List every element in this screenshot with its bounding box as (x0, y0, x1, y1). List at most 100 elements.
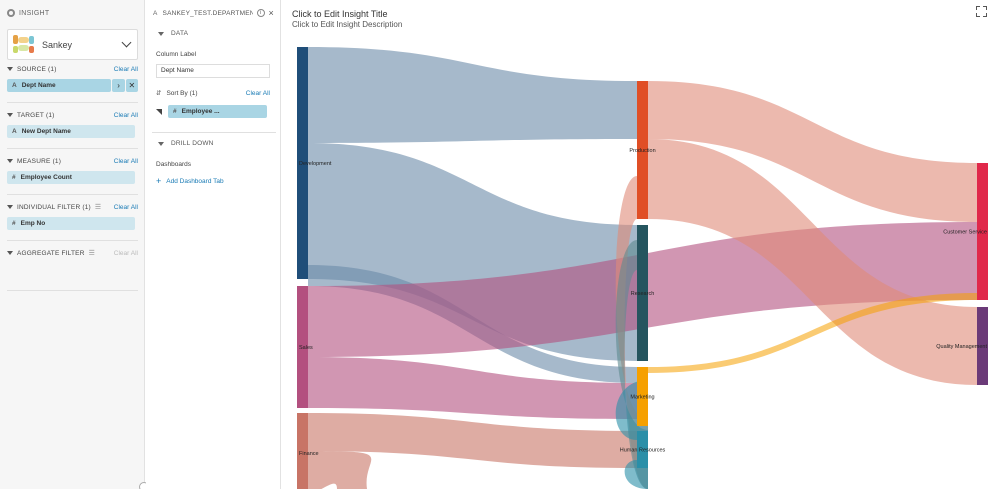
dashboards-caption: Dashboards (156, 161, 192, 168)
individual-filter-clear-all-link[interactable]: Clear All (113, 203, 138, 211)
sankey-link-sales-to-marketing[interactable] (308, 357, 637, 419)
drill-down-label: DRILL DOWN (171, 140, 214, 147)
measure-clear-all-link[interactable]: Clear All (113, 157, 138, 165)
divider (7, 148, 138, 149)
data-section-label: DATA (171, 30, 189, 37)
aggregate-filter-title: AGGREGATE FILTER ☰ (17, 250, 96, 257)
measure-title: MEASURE (1) (17, 157, 62, 165)
add-dashboard-tab-link[interactable]: + Add Dashboard Tab (156, 176, 224, 186)
sankey-node-marketing[interactable] (637, 367, 648, 426)
sankey-node-quality-management[interactable] (977, 307, 988, 385)
field-properties-title: SANKEY_TEST.DEPARTMENT... (162, 9, 253, 17)
measure-field-label: Employee Count (20, 174, 72, 181)
collapse-caret-icon[interactable] (7, 251, 13, 255)
sort-field-row: # Employee ... (156, 105, 267, 118)
collapse-caret-icon[interactable] (7, 113, 13, 117)
collapse-caret-icon (158, 141, 164, 146)
collapse-caret-icon[interactable] (7, 205, 13, 209)
measure-field-pill[interactable]: # Employee Count (7, 171, 135, 184)
text-type-icon: A (153, 9, 158, 17)
insight-description[interactable]: Click to Edit Insight Description (292, 20, 403, 29)
divider (7, 194, 138, 195)
sankey-node-label: Research (631, 291, 655, 297)
text-type-icon: A (12, 128, 17, 135)
aggregate-filter-clear-all-link[interactable]: Clear All (113, 249, 138, 257)
filter-list-icon[interactable]: ☰ (88, 250, 96, 257)
sort-direction-icon[interactable] (156, 108, 162, 115)
source-field-label: Dept Name (21, 82, 56, 89)
visualization-type-label: Sankey (42, 39, 73, 50)
sankey-link-finance-to-finance[interactable] (308, 451, 372, 489)
column-label-caption: Column Label (156, 51, 197, 58)
sort-clear-all-link[interactable]: Clear All (245, 89, 270, 97)
fullscreen-icon[interactable] (976, 6, 987, 17)
data-section-toggle[interactable]: DATA (158, 30, 188, 37)
target-field-label: New Dept Name (21, 128, 71, 135)
sort-by-row: ⇵ Sort By (1) Clear All (156, 89, 270, 98)
filter-list-icon[interactable]: ☰ (94, 204, 102, 211)
sankey-node-label: Production (629, 148, 655, 154)
info-icon[interactable]: i (256, 9, 265, 17)
insight-header-label: INSIGHT (19, 9, 50, 17)
individual-filter-section: INDIVIDUAL FILTER (1) ☰ Clear All # Emp N… (7, 201, 138, 230)
target-section: TARGET (1) Clear All A New Dept Name (7, 109, 138, 138)
chevron-right-icon[interactable]: › (112, 79, 125, 92)
collapse-caret-icon[interactable] (7, 159, 13, 163)
collapse-caret-icon (158, 31, 164, 36)
sankey-node-label: Sales (299, 345, 313, 351)
divider (152, 132, 276, 133)
sankey-link-production-to-quality-management[interactable] (648, 139, 977, 385)
remove-field-icon[interactable]: ✕ (125, 79, 139, 92)
source-field-pill[interactable]: A Dept Name (7, 79, 112, 92)
divider (7, 102, 138, 103)
insight-icon (7, 9, 15, 17)
target-clear-all-link[interactable]: Clear All (113, 111, 138, 119)
sankey-node-label: Finance (299, 451, 319, 457)
insight-canvas: Development Sales Finance Production Researc… (282, 0, 998, 489)
column-label-input[interactable]: Dept Name (156, 64, 270, 78)
field-properties-header: A SANKEY_TEST.DEPARTMENT... i × (146, 0, 280, 26)
source-section: SOURCE (1) Clear All A Dept Name › ✕ (7, 63, 139, 92)
sankey-link-production-to-human-resources[interactable] (615, 176, 648, 489)
measure-section: MEASURE (1) Clear All # Employee Count (7, 155, 138, 184)
visualization-type-dropdown[interactable]: Sankey (7, 29, 138, 60)
number-type-icon: # (173, 108, 177, 115)
target-title: TARGET (1) (17, 111, 55, 119)
sankey-link-production-to-customer-service[interactable] (648, 81, 977, 222)
sankey-thumbnail-icon (13, 34, 34, 55)
sort-by-title: Sort By (1) (166, 89, 198, 97)
drill-down-section-toggle[interactable]: DRILL DOWN (158, 140, 214, 147)
source-clear-all-link[interactable]: Clear All (113, 65, 138, 73)
aggregate-filter-section: AGGREGATE FILTER ☰ Clear All (7, 247, 138, 259)
sankey-node-customer-service[interactable] (977, 163, 988, 300)
sankey-node-sales[interactable] (297, 286, 308, 408)
sankey-link-development-to-production[interactable] (308, 47, 637, 143)
number-type-icon: # (12, 174, 16, 181)
individual-filter-title: INDIVIDUAL FILTER (1) ☰ (17, 204, 102, 211)
sankey-node-finance[interactable] (297, 413, 308, 489)
source-title: SOURCE (1) (17, 65, 57, 73)
chevron-down-icon (121, 37, 132, 48)
sankey-link-marketing-to-customer-service[interactable] (648, 293, 977, 373)
filter-field-pill[interactable]: # Emp No (7, 217, 135, 230)
add-dashboard-tab-label: Add Dashboard Tab (166, 177, 224, 185)
insight-title[interactable]: Click to Edit Insight Title (292, 9, 388, 19)
sankey-node-human-resources[interactable] (637, 431, 648, 468)
sort-field-pill[interactable]: # Employee ... (168, 105, 267, 118)
sankey-link-finance-to-human-resources[interactable] (308, 413, 637, 468)
close-icon[interactable]: × (268, 8, 274, 18)
sankey-link-research-to-human-resources[interactable] (615, 240, 648, 489)
sankey-node-research[interactable] (637, 225, 648, 361)
sankey-node-label: Quality Management (936, 344, 987, 350)
collapse-caret-icon[interactable] (7, 67, 13, 71)
filter-field-label: Emp No (20, 220, 46, 227)
sort-field-label: Employee ... (181, 108, 220, 115)
sankey-node-label: Human Resources (620, 448, 666, 454)
field-properties-panel: A SANKEY_TEST.DEPARTMENT... i × DATA Col… (146, 0, 281, 489)
target-field-pill[interactable]: A New Dept Name (7, 125, 135, 138)
text-type-icon: A (12, 82, 17, 89)
insight-panel: INSIGHT Sankey SOURCE (1) Clear All A De… (0, 0, 149, 489)
sankey-node-production[interactable] (637, 81, 648, 219)
plus-icon: + (156, 176, 162, 186)
sankey-node-development[interactable] (297, 47, 308, 279)
